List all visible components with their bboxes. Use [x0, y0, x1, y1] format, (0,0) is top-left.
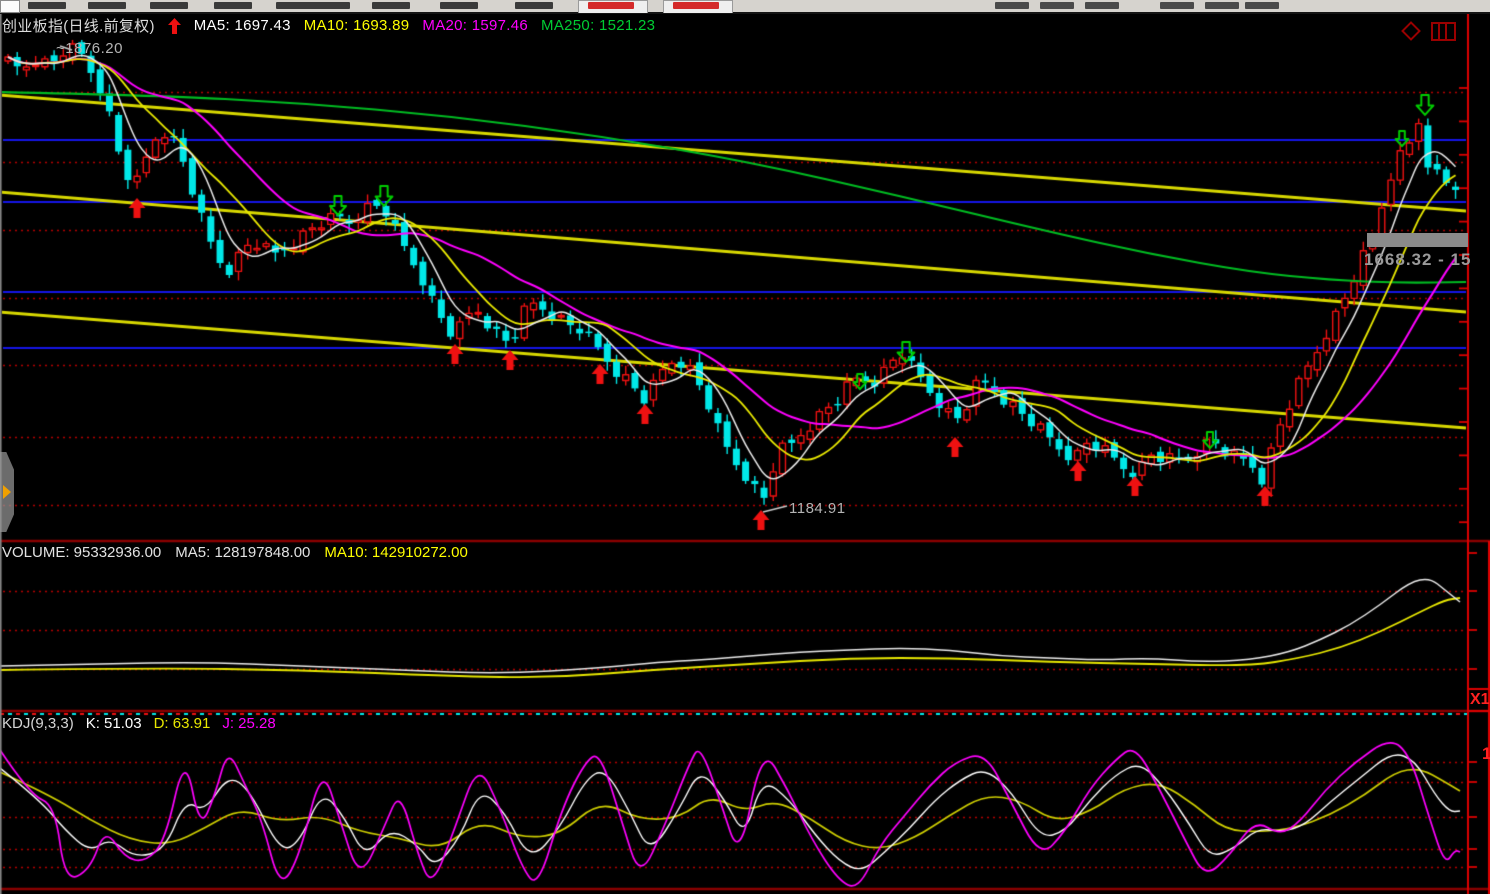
menu-item-fragment[interactable]	[276, 2, 314, 9]
menu-item-fragment[interactable]	[995, 2, 1029, 9]
menu-item-fragment[interactable]	[673, 2, 719, 9]
menu-item-fragment[interactable]	[214, 2, 252, 9]
kdj-name: KDJ(9,3,3)	[2, 715, 74, 732]
expand-right-icon	[3, 485, 11, 499]
crosshair-highlight-bar	[1367, 233, 1468, 247]
up-arrow-icon	[167, 17, 181, 34]
peak-price-label: ~1876.20	[56, 40, 123, 57]
menu-item-fragment[interactable]	[312, 2, 350, 9]
ma250-value: MA250: 1521.23	[541, 17, 656, 34]
menu-bar	[0, 0, 1490, 14]
menu-item-fragment[interactable]	[372, 2, 410, 9]
volume-value: VOLUME: 95332936.00	[2, 544, 162, 561]
menu-item-fragment[interactable]	[1085, 2, 1119, 9]
kdj-k-value: K: 51.03	[85, 715, 142, 732]
kdj-axis-100-label: 1	[1482, 744, 1490, 763]
menu-item-fragment[interactable]	[588, 2, 634, 9]
app-logo-fragment	[0, 0, 20, 13]
menu-item-fragment[interactable]	[440, 2, 478, 9]
volume-header: VOLUME: 95332936.00 MA5: 128197848.00 MA…	[2, 544, 468, 561]
volume-ma5-value: MA5: 128197848.00	[175, 544, 311, 561]
chart-header: 创业板指(日线.前复权) MA5: 1697.43 MA10: 1693.89 …	[2, 15, 655, 36]
ma20-value: MA20: 1597.46	[422, 17, 529, 34]
menu-item-fragment[interactable]	[1245, 2, 1279, 9]
kdj-header: KDJ(9,3,3) K: 51.03 D: 63.91 J: 25.28	[2, 715, 276, 732]
sidebar-slideout-tab[interactable]	[0, 452, 14, 532]
volume-ma10-value: MA10: 142910272.00	[324, 544, 468, 561]
layout-icon-bar	[1433, 24, 1440, 39]
kdj-d-value: D: 63.91	[153, 715, 211, 732]
menu-item-fragment[interactable]	[515, 2, 553, 9]
menu-item-fragment[interactable]	[88, 2, 126, 9]
menu-item-fragment[interactable]	[28, 2, 66, 9]
menu-item-fragment[interactable]	[1040, 2, 1074, 9]
ma5-value: MA5: 1697.43	[193, 17, 291, 34]
menu-item-fragment[interactable]	[1205, 2, 1239, 9]
menu-item-fragment[interactable]	[1160, 2, 1194, 9]
window-layout-icon[interactable]	[1431, 22, 1456, 41]
volume-axis-x1-label: X1	[1470, 691, 1490, 708]
kdj-j-value: J: 25.28	[222, 715, 276, 732]
menu-item-fragment[interactable]	[150, 2, 188, 9]
layout-icon-bar2	[1440, 24, 1447, 39]
symbol-title: 创业板指(日线.前复权)	[2, 18, 155, 35]
low-price-label: 1184.91	[789, 500, 846, 517]
ma10-value: MA10: 1693.89	[303, 17, 410, 34]
price-range-readout: 1668.32 - 15	[1364, 250, 1472, 269]
